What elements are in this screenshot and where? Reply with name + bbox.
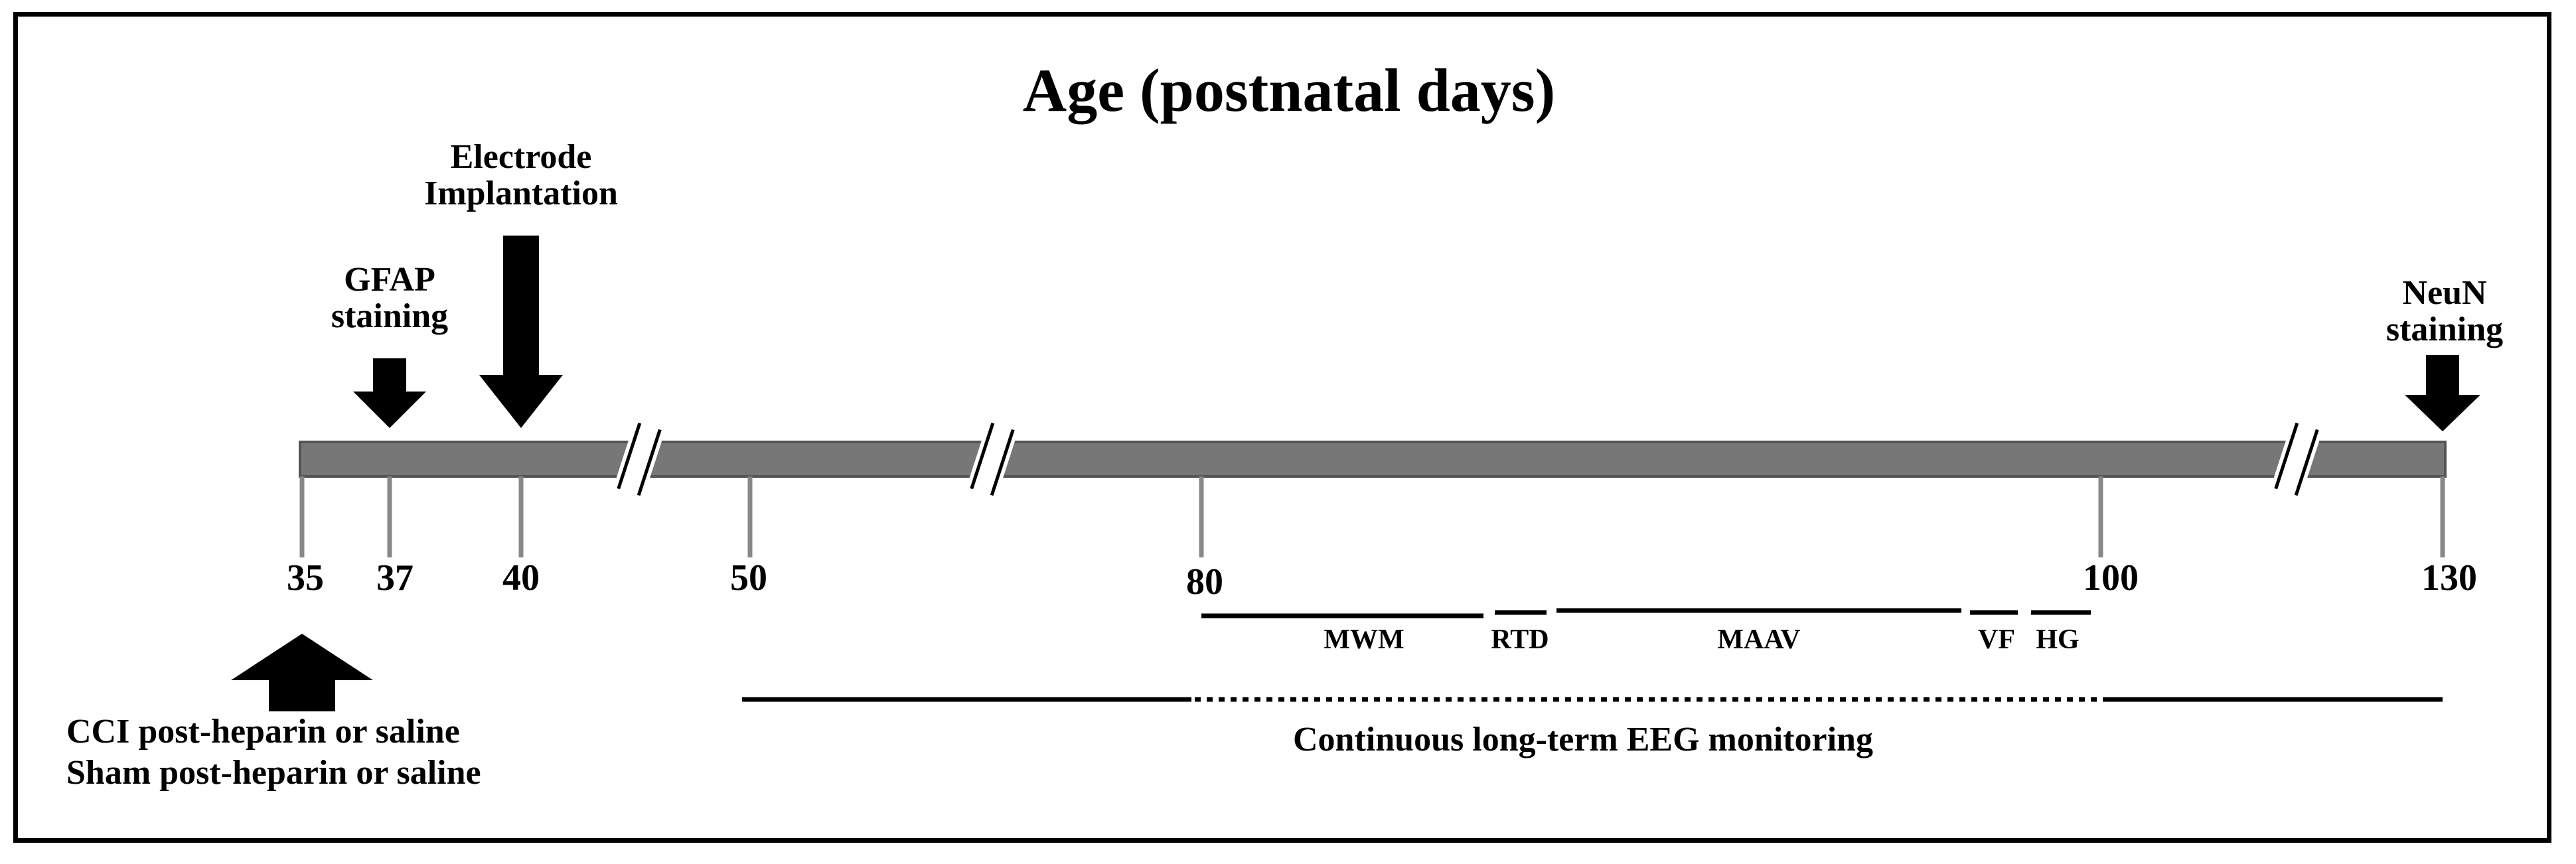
tick-marks — [299, 476, 2445, 557]
injury-up-arrow — [231, 634, 373, 711]
tick-label-80: 80 — [1186, 561, 1223, 603]
gfap-line1: GFAP — [344, 261, 435, 299]
tick-label-35: 35 — [287, 557, 324, 599]
tick-label-40: 40 — [502, 557, 540, 599]
electrode-line2: Implantation — [424, 174, 618, 212]
tick-label-130: 130 — [2421, 557, 2477, 599]
figure-title: Age (postnatal days) — [1022, 56, 1556, 124]
test-label-vf: VF — [1978, 624, 2015, 655]
eeg-label: Continuous long-term EEG monitoring — [1293, 721, 1873, 758]
axis-break-3 — [2271, 421, 2322, 497]
gfap-annotation: GFAP staining — [331, 261, 449, 335]
figure-frame — [13, 12, 2551, 843]
neun-annotation: NeuN staining — [2386, 275, 2503, 348]
axis-break-2 — [966, 421, 1018, 497]
tick-label-37: 37 — [376, 557, 414, 599]
injury-legend: CCI post-heparin or saline Sham post-hep… — [66, 711, 481, 794]
test-label-mwm: MWM — [1324, 624, 1404, 655]
electrode-line1: Electrode — [450, 138, 592, 176]
test-label-hg: HG — [2036, 624, 2080, 655]
neun-line1: NeuN — [2402, 274, 2487, 312]
test-label-maav: MAAV — [1717, 624, 1801, 655]
test-label-rtd: RTD — [1491, 624, 1549, 655]
electrode-down-arrow — [479, 236, 563, 428]
electrode-annotation: Electrode Implantation — [424, 139, 618, 212]
tick-label-100: 100 — [2083, 557, 2139, 599]
injury-line1: CCI post-heparin or saline — [66, 713, 460, 751]
tick-label-50: 50 — [730, 557, 767, 599]
axis-break-1 — [613, 421, 665, 497]
gfap-down-arrow — [353, 358, 426, 428]
injury-line2: Sham post-heparin or saline — [66, 754, 481, 792]
behavioral-test-lines — [1201, 608, 2091, 618]
neun-down-arrow — [2405, 355, 2480, 431]
gfap-line2: staining — [331, 297, 449, 335]
neun-line2: staining — [2386, 310, 2504, 348]
